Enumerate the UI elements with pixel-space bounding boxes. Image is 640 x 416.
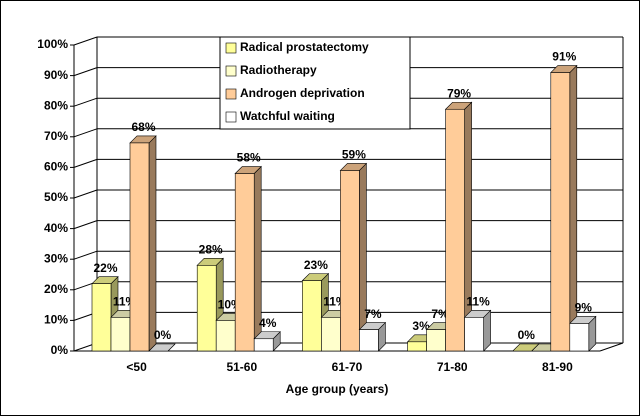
x-tick-label: 51-60 xyxy=(226,360,257,374)
bar xyxy=(234,173,255,352)
value-label: 79% xyxy=(447,86,471,100)
bar xyxy=(359,329,379,352)
bar-group xyxy=(444,101,473,352)
grid-line xyxy=(73,189,98,199)
bar-top xyxy=(148,343,176,352)
bar xyxy=(196,265,217,352)
legend-label: Radiotherapy xyxy=(240,63,317,77)
bar-group xyxy=(550,64,578,352)
grid-line xyxy=(73,67,98,77)
x-tick-label: <50 xyxy=(126,360,147,374)
bar xyxy=(302,280,322,352)
bar xyxy=(110,317,131,352)
legend-label: Androgen deprivation xyxy=(240,86,365,100)
value-label: 58% xyxy=(237,151,261,165)
value-label: 11% xyxy=(466,295,490,309)
bar xyxy=(426,329,446,352)
bar xyxy=(550,72,571,352)
y-tick-label: 70% xyxy=(44,129,68,143)
value-label: 7% xyxy=(431,307,449,321)
legend-box xyxy=(219,36,411,130)
bar-group xyxy=(463,309,492,352)
value-label: 91% xyxy=(552,50,576,64)
value-label: 0% xyxy=(154,328,172,342)
y-tick-label: 0% xyxy=(51,343,69,357)
grid-line xyxy=(73,128,98,138)
bar-group xyxy=(358,321,387,352)
bar xyxy=(340,170,360,352)
legend-marker xyxy=(225,88,237,100)
grid-line xyxy=(73,220,98,230)
bar-group xyxy=(234,165,262,352)
bar xyxy=(569,323,590,352)
bar-group xyxy=(569,315,597,352)
y-tick-label: 100% xyxy=(37,37,68,51)
x-axis-title: Age group (years) xyxy=(286,382,389,396)
bar xyxy=(445,108,465,352)
legend-label: Radical prostatectomy xyxy=(240,40,369,54)
bar-group xyxy=(129,135,157,352)
value-label: 9% xyxy=(575,301,593,315)
y-tick-label: 30% xyxy=(44,251,68,265)
bar-group xyxy=(148,343,176,352)
legend: Radical prostatectomy Radiotherapy Androge… xyxy=(219,36,411,130)
bar-group xyxy=(339,162,368,352)
y-tick-label: 40% xyxy=(44,221,68,235)
value-label: 22% xyxy=(93,261,117,275)
x-tick-label: 71-80 xyxy=(437,360,468,374)
value-label: 68% xyxy=(131,120,155,134)
value-label: 0% xyxy=(518,328,536,342)
y-tick-label: 10% xyxy=(44,313,68,327)
bar-side xyxy=(148,135,157,352)
value-label: 23% xyxy=(304,258,328,272)
bar xyxy=(321,317,341,352)
floor-edge xyxy=(599,342,624,352)
value-label: 59% xyxy=(342,148,366,162)
x-tick-label: 81-90 xyxy=(542,360,573,374)
grid-line xyxy=(73,250,98,260)
y-tick-label: 50% xyxy=(44,190,68,204)
legend-marker xyxy=(225,65,237,77)
y-tick-label: 80% xyxy=(44,98,68,112)
legend-label: Watchful waiting xyxy=(240,109,335,123)
bar xyxy=(407,341,427,352)
y-tick-label: 20% xyxy=(44,282,68,296)
bar xyxy=(253,338,274,352)
bar xyxy=(464,317,484,352)
x-tick-label: 61-70 xyxy=(332,360,363,374)
grid-line xyxy=(73,158,98,168)
grid-line xyxy=(73,36,98,46)
value-label: 7% xyxy=(364,307,382,321)
legend-marker xyxy=(225,42,237,54)
y-tick-label: 60% xyxy=(44,160,68,174)
bar xyxy=(129,142,150,352)
value-label: 28% xyxy=(199,242,223,256)
bar xyxy=(215,320,236,352)
y-tick-label: 90% xyxy=(44,68,68,82)
legend-marker xyxy=(225,111,237,123)
value-label: 3% xyxy=(412,319,430,333)
bar-side xyxy=(359,162,367,352)
value-label: 4% xyxy=(259,316,277,330)
grid-line xyxy=(73,97,98,107)
bar xyxy=(91,283,112,352)
bar-group xyxy=(253,331,281,352)
